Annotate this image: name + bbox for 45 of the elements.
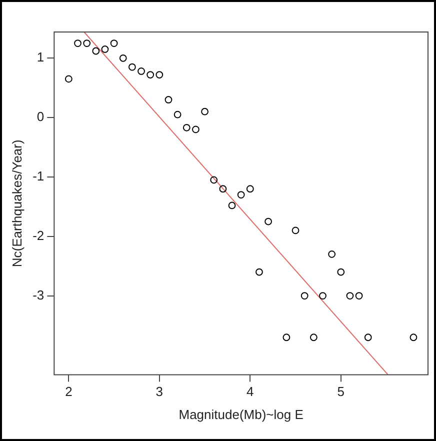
y-tick-label: -2 xyxy=(32,228,44,243)
point xyxy=(101,46,109,53)
x-tick-label: 4 xyxy=(246,384,254,400)
point xyxy=(256,268,263,276)
point xyxy=(210,176,218,184)
point xyxy=(138,68,145,75)
point xyxy=(228,202,236,210)
point xyxy=(246,185,254,193)
point xyxy=(64,75,72,83)
point xyxy=(337,268,345,276)
y-tick-label: -3 xyxy=(32,287,44,302)
x-tick-label: 5 xyxy=(337,384,345,400)
point xyxy=(119,54,127,62)
point xyxy=(174,110,182,118)
point xyxy=(237,191,245,198)
point xyxy=(282,334,290,342)
point xyxy=(292,226,300,234)
point xyxy=(346,292,354,300)
point xyxy=(328,250,336,258)
point xyxy=(319,292,326,300)
point xyxy=(74,40,82,47)
point xyxy=(164,96,172,104)
point xyxy=(410,334,418,342)
point xyxy=(110,40,118,47)
x-axis-title: Magnitude(Mb)~log E xyxy=(178,406,304,422)
point xyxy=(355,292,363,300)
point xyxy=(364,334,372,342)
y-axis-title: Nc(Earthquakes/Year) xyxy=(9,140,24,268)
point xyxy=(201,108,208,116)
point xyxy=(182,124,190,132)
point xyxy=(264,218,272,226)
point xyxy=(156,71,164,78)
y-tick-label: -1 xyxy=(32,168,44,184)
x-tick-label: 3 xyxy=(156,384,164,400)
point xyxy=(310,334,318,342)
y-tick-label: 1 xyxy=(36,50,44,65)
point xyxy=(192,126,200,134)
point xyxy=(300,292,308,300)
y-tick-label: 0 xyxy=(36,109,44,124)
point xyxy=(83,40,91,47)
point xyxy=(128,63,136,71)
x-tick-label: 2 xyxy=(65,384,72,400)
point xyxy=(146,71,154,78)
point xyxy=(219,185,227,193)
point xyxy=(92,47,100,55)
